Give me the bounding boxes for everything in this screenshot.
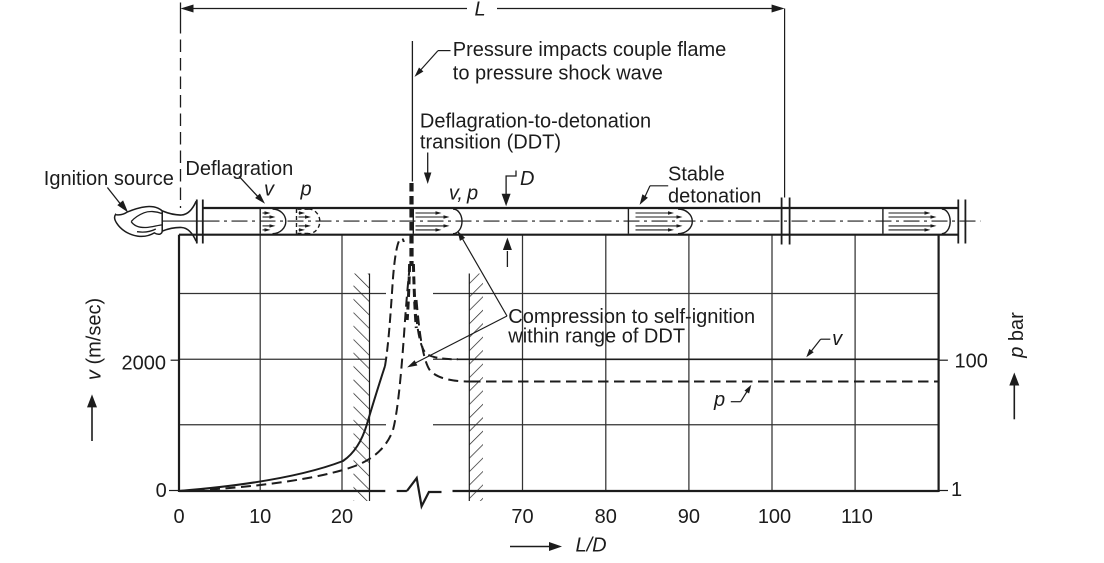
svg-text:L: L [475, 0, 486, 21]
svg-text:90: 90 [678, 506, 700, 528]
svg-text:20: 20 [331, 506, 353, 528]
svg-text:p: p [300, 179, 312, 201]
svg-text:v, p: v, p [449, 183, 478, 205]
svg-text:0: 0 [156, 480, 167, 502]
svg-text:to pressure shock wave: to pressure shock wave [453, 62, 663, 84]
svg-text:p: p [713, 389, 725, 411]
svg-text:100: 100 [955, 351, 988, 373]
svg-text:80: 80 [595, 506, 617, 528]
svg-text:Compression to self-ignition: Compression to self-ignition [508, 306, 755, 328]
svg-text:Deflagration: Deflagration [185, 158, 293, 180]
svg-text:110: 110 [841, 506, 873, 528]
svg-text:Ignition source: Ignition source [44, 168, 174, 190]
svg-text:v: v [264, 179, 275, 201]
svg-text:D: D [520, 168, 534, 190]
svg-text:L/D: L/D [576, 535, 607, 557]
svg-text:v: v [832, 328, 843, 350]
svg-text:Pressure impacts couple flame: Pressure impacts couple flame [453, 39, 726, 61]
svg-text:v (m/sec): v (m/sec) [84, 298, 106, 380]
svg-text:detonation: detonation [668, 185, 761, 207]
svg-text:10: 10 [249, 506, 271, 528]
svg-text:p bar: p bar [1006, 312, 1028, 359]
svg-text:0: 0 [173, 506, 184, 528]
svg-text:2000: 2000 [122, 352, 167, 374]
svg-text:within range of DDT: within range of DDT [507, 326, 685, 348]
svg-text:100: 100 [758, 506, 791, 528]
svg-text:transition (DDT): transition (DDT) [420, 132, 561, 154]
svg-text:Deflagration-to-detonation: Deflagration-to-detonation [420, 110, 651, 132]
svg-text:1: 1 [951, 479, 962, 501]
svg-text:70: 70 [511, 506, 533, 528]
svg-text:Stable: Stable [668, 163, 725, 185]
